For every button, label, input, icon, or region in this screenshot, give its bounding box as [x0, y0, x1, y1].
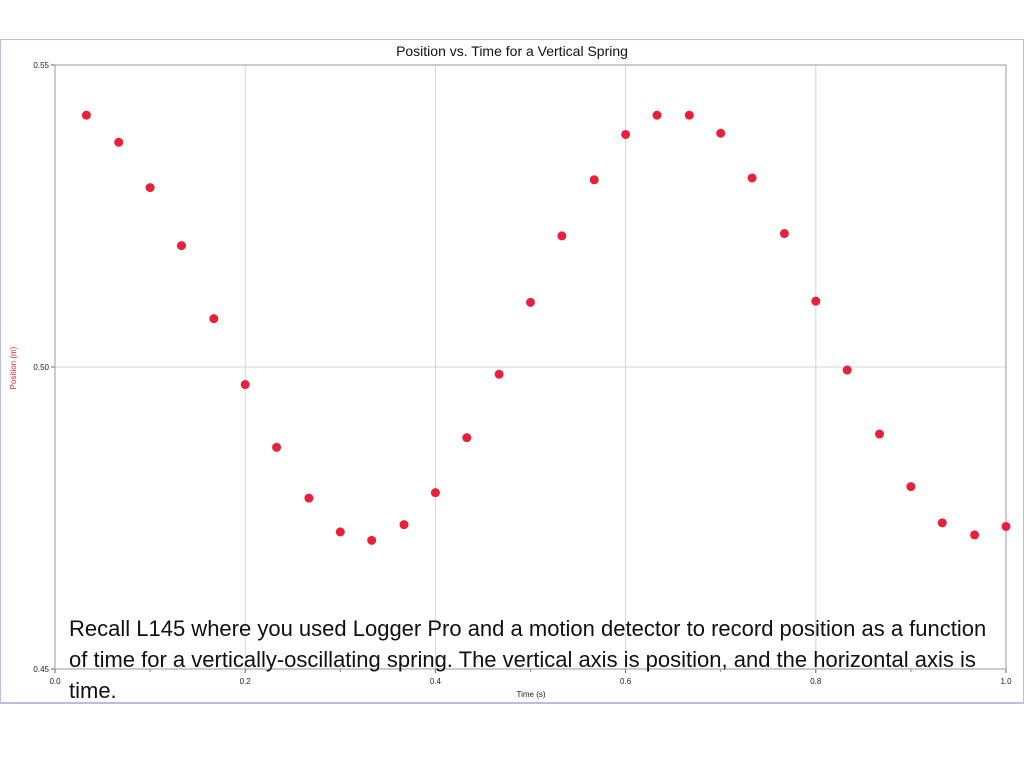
grid-lines — [55, 65, 1006, 669]
data-point — [937, 518, 947, 528]
x-tick-label: 0.0 — [49, 677, 61, 686]
data-point — [462, 433, 472, 443]
data-points — [81, 110, 1011, 545]
x-tick-label: 0.8 — [810, 677, 822, 686]
data-point — [716, 128, 726, 138]
x-tick-label: 0.2 — [240, 677, 252, 686]
chart-frame: Position vs. Time for a Vertical Spring … — [0, 39, 1024, 704]
y-axis-label: Position (m) — [9, 346, 18, 389]
chart-svg: Position vs. Time for a Vertical Spring … — [9, 43, 1012, 699]
data-point — [906, 482, 916, 492]
caption-text: Recall L145 where you used Logger Pro an… — [69, 616, 987, 703]
axes — [51, 64, 1007, 673]
data-point — [970, 530, 980, 540]
data-point — [81, 110, 91, 120]
x-tick-label: 0.6 — [620, 677, 632, 686]
data-point — [621, 129, 631, 139]
y-tick-label: 0.50 — [33, 363, 49, 372]
data-point — [811, 296, 821, 306]
data-point — [747, 173, 757, 183]
data-point — [1001, 521, 1011, 531]
data-point — [114, 137, 124, 147]
x-tick-label: 0.4 — [430, 677, 442, 686]
data-point — [494, 369, 504, 379]
y-tick-label: 0.45 — [33, 665, 49, 674]
data-point — [875, 429, 885, 439]
data-point — [272, 442, 282, 452]
x-tick-label: 1.0 — [1000, 677, 1012, 686]
data-point — [652, 110, 662, 120]
data-point — [557, 231, 567, 241]
y-tick-label: 0.55 — [33, 61, 49, 70]
data-point — [335, 527, 345, 537]
tick-labels: 0.0 0.2 0.4 0.6 0.8 1.0 0.45 0.50 0.55 — [33, 61, 1012, 686]
plot-border — [54, 64, 1007, 670]
x-axis-label: Time (s) — [516, 690, 545, 699]
data-point — [304, 493, 314, 503]
data-point — [367, 535, 377, 545]
data-point — [209, 314, 219, 324]
data-point — [842, 365, 852, 375]
data-point — [589, 175, 599, 185]
data-point — [430, 488, 440, 498]
data-point — [240, 380, 250, 390]
data-point — [176, 241, 186, 251]
data-point — [684, 110, 694, 120]
data-point — [399, 520, 409, 530]
data-point — [526, 297, 535, 307]
chart-title: Position vs. Time for a Vertical Spring — [396, 43, 628, 59]
data-point — [779, 229, 789, 239]
data-point — [145, 183, 155, 193]
